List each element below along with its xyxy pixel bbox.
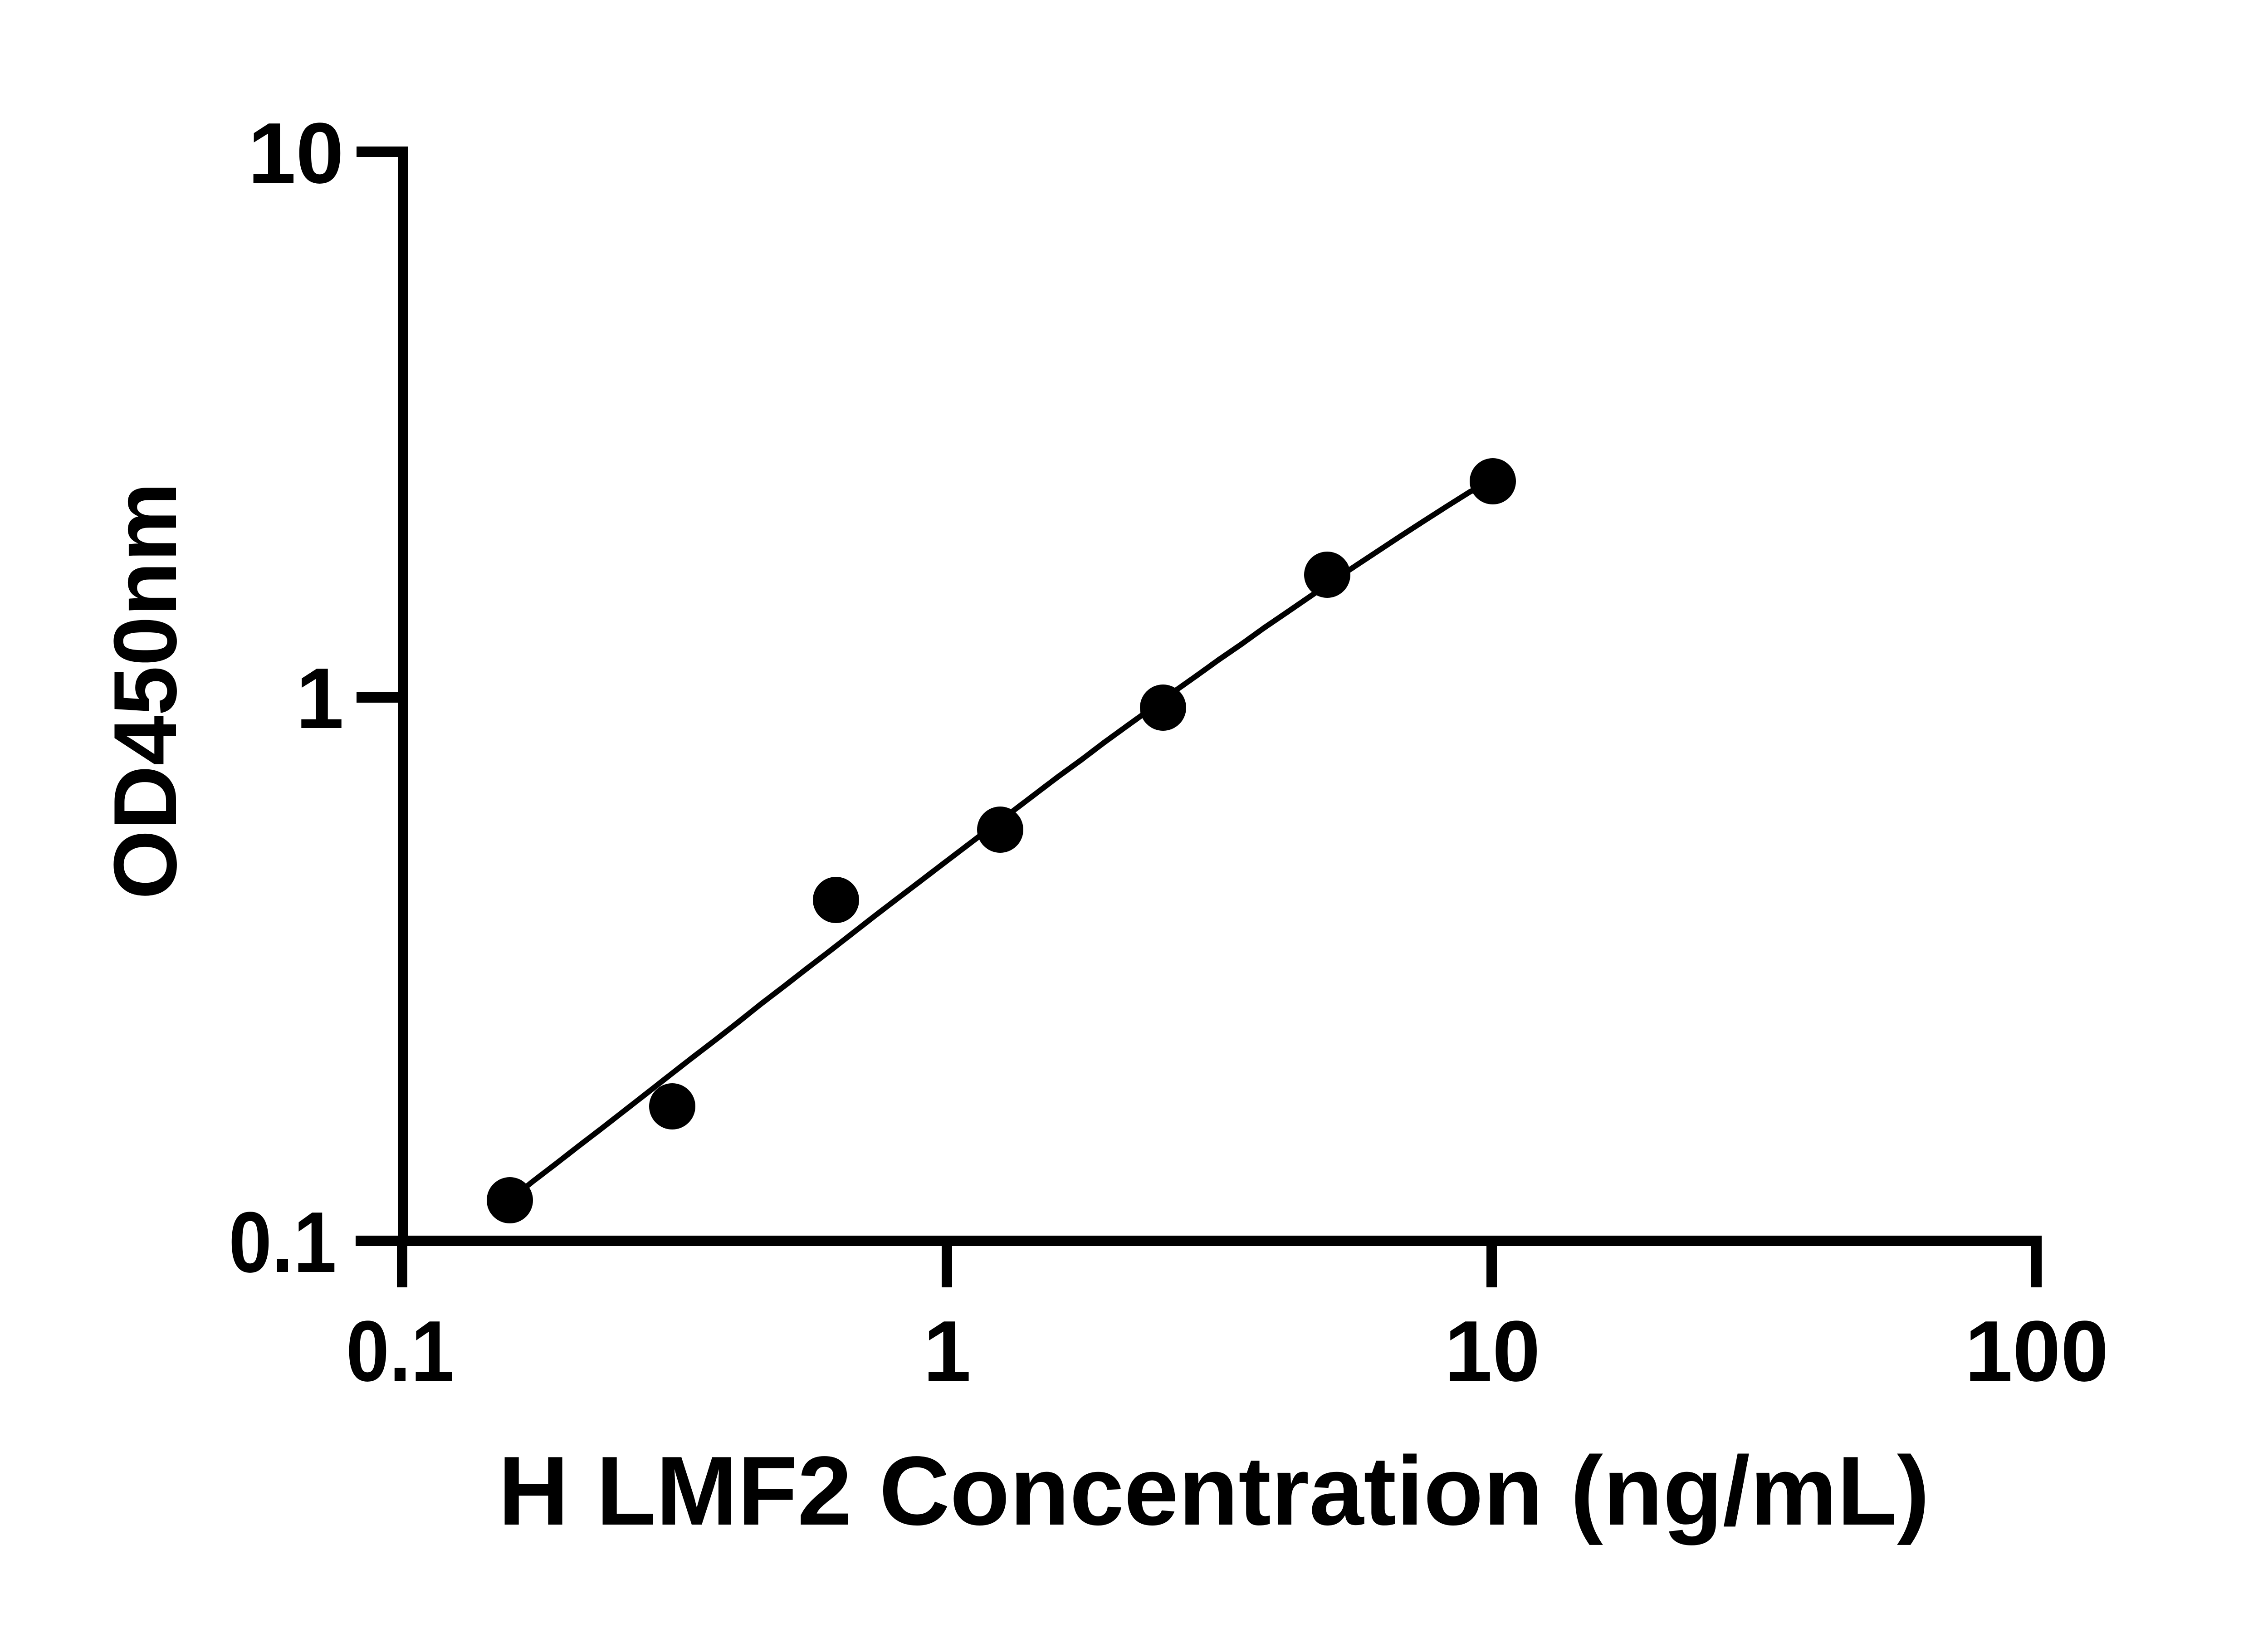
svg-text:1: 1	[923, 1303, 971, 1399]
svg-text:100: 100	[1965, 1303, 2108, 1399]
svg-text:10: 10	[248, 105, 344, 201]
svg-text:H LMF2 Concentration (ng/mL): H LMF2 Concentration (ng/mL)	[498, 1436, 1930, 1545]
svg-text:OD450nm: OD450nm	[95, 482, 195, 900]
svg-text:1: 1	[296, 650, 344, 747]
svg-text:0.1: 0.1	[229, 1194, 337, 1291]
svg-text:0.1: 0.1	[346, 1303, 454, 1399]
svg-text:10: 10	[1444, 1303, 1540, 1399]
